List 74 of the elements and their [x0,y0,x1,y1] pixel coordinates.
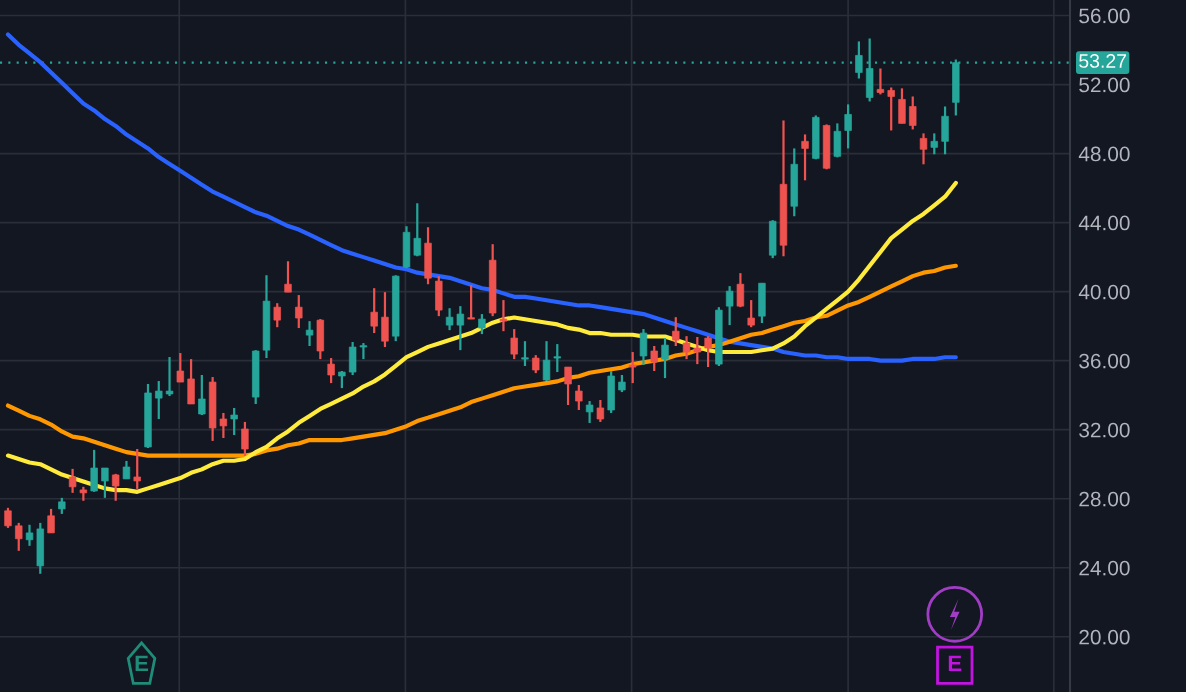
candlestick [25,523,34,547]
annotation: E [948,655,962,671]
candlestick [305,320,314,348]
candlestick [542,340,551,383]
candlestick [467,283,475,321]
y-tick-label: 44.00 [1078,215,1130,231]
line-series [5,180,958,494]
candlestick [575,383,583,412]
line-series [5,32,958,363]
candlestick [273,302,281,329]
candlestick [90,448,98,493]
candlestick [15,521,23,552]
candlestick [241,420,249,458]
candlestick [747,298,755,329]
candlestick [445,307,454,332]
candlestick [801,133,809,182]
y-tick-label: 28.00 [1079,491,1130,507]
candlestick [111,472,120,502]
y-tick-label: 20.00 [1079,629,1130,645]
candlestick [704,335,712,369]
candlestick [585,399,594,425]
candlestick [639,327,648,367]
candlestick [693,335,702,366]
candlestick [219,411,228,440]
candlestick [4,506,12,529]
candlestick [478,312,486,336]
candlestick [596,398,605,424]
candlestick [68,467,77,494]
candlestick [359,341,368,361]
candlestick [672,316,680,348]
candlestick [295,293,303,330]
candlestick [887,86,895,132]
candlestick [101,466,109,499]
y-tick-label: 56.00 [1079,8,1130,24]
candlestick [47,507,55,534]
candlestick [898,87,906,125]
candlestick [284,260,292,294]
annotation: E [135,655,149,671]
candlestick [876,67,885,96]
candlestick [553,342,561,374]
y-tick-label: 36.00 [1079,353,1130,369]
candlestick [133,447,141,490]
y-tick-label: 40.00 [1078,284,1130,300]
candlestick [499,298,508,333]
candlestick [682,335,691,361]
candlestick [844,103,852,150]
candlestick [855,40,863,80]
y-tick-label: 32.00 [1079,422,1130,438]
y-tick-label: 52.00 [1079,77,1130,93]
y-tick-label: 48.00 [1078,146,1130,162]
candlestick [370,287,378,335]
candlestick [510,327,518,361]
candlestick [725,285,734,327]
ref-line-label: 53.27 [1079,54,1127,68]
candlestick [909,95,917,131]
candlestick [165,355,174,398]
candlestick [629,350,637,385]
candlestick [736,272,745,309]
candlestick [413,202,421,258]
candlestick [661,336,669,380]
candlestick [521,340,529,368]
candlestick [176,351,184,384]
candlestick [155,379,163,421]
candlestick [930,132,938,156]
y-tick-label: 24.00 [1079,560,1130,576]
line-series [5,263,958,458]
candlestick [650,344,658,373]
candlestick [381,291,389,349]
candlestick [230,406,238,437]
candlestick [456,305,465,352]
candlestick [198,373,206,417]
candlestick [327,356,335,385]
candlestick [919,132,928,166]
candlestick [564,365,572,407]
